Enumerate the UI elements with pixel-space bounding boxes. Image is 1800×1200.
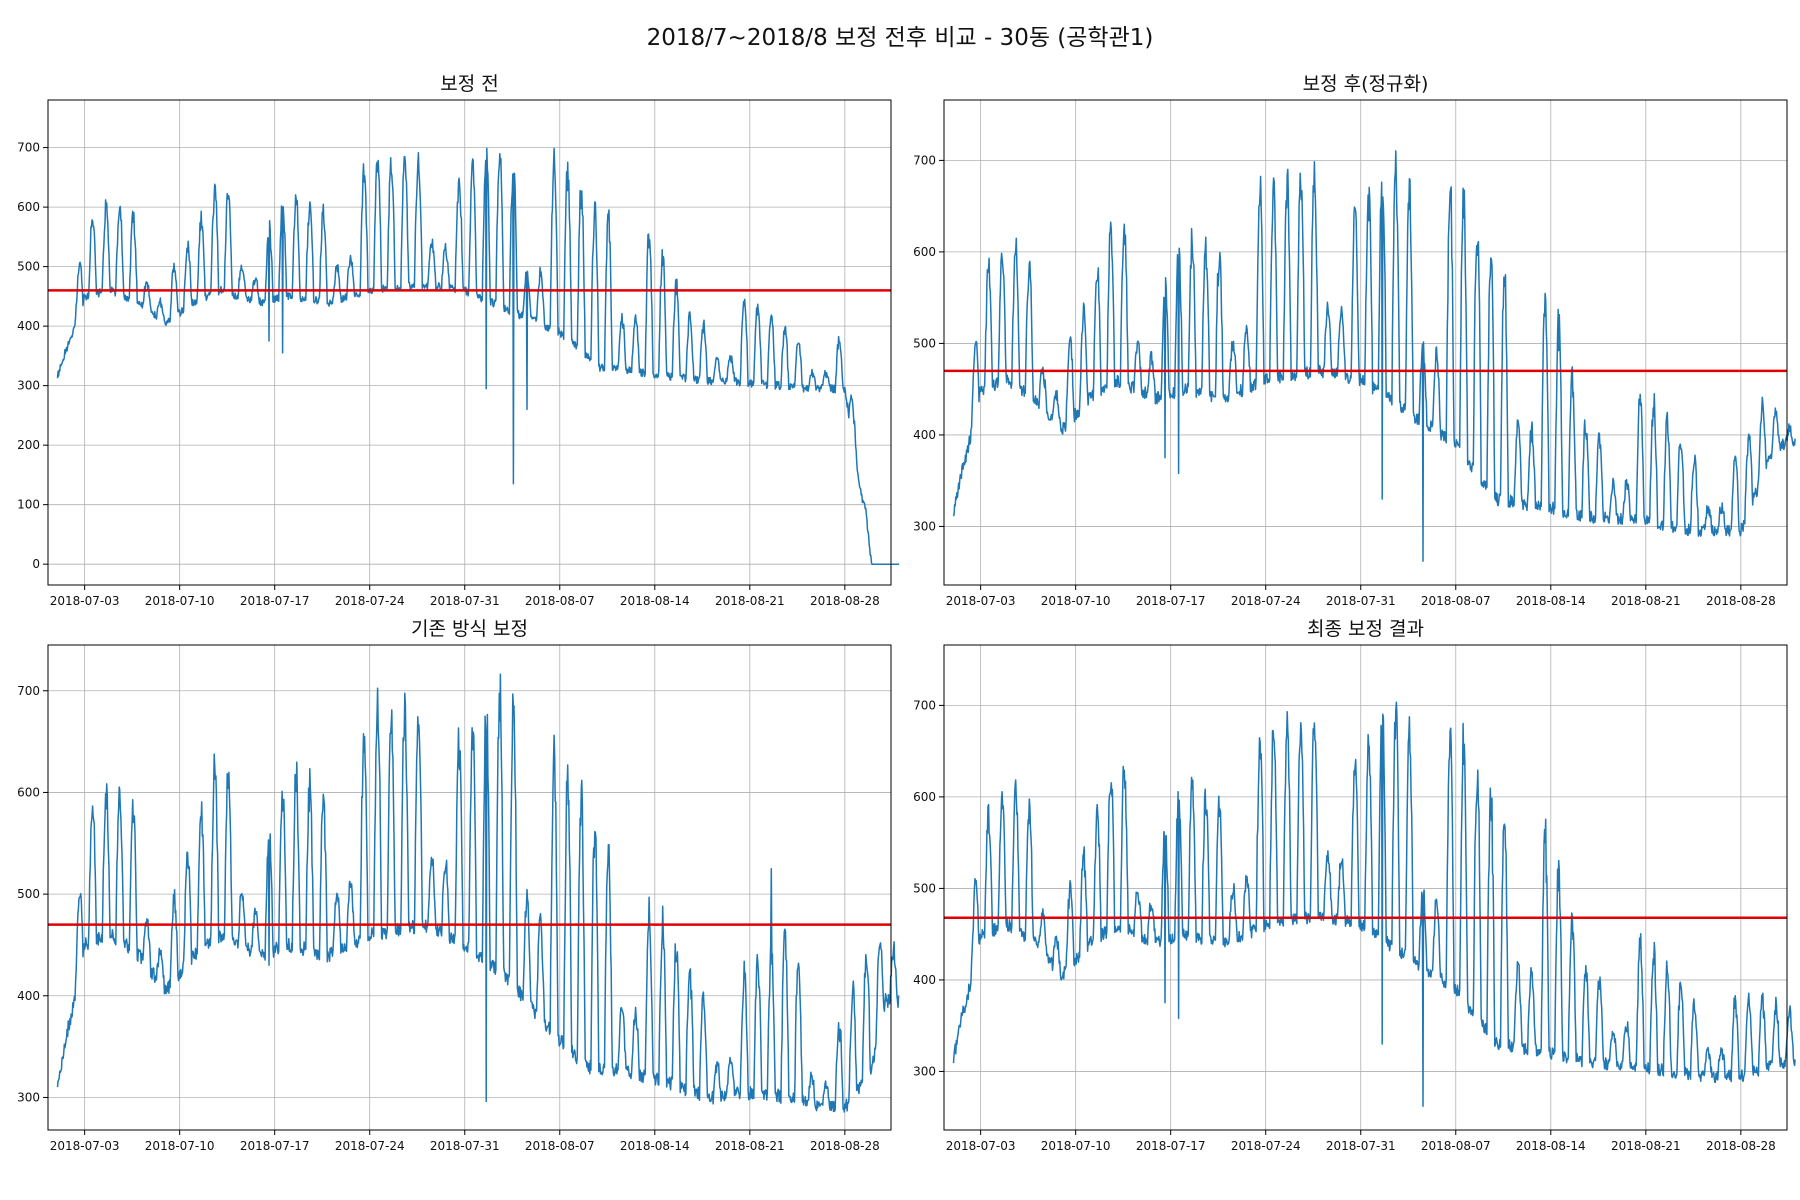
chart-title: 기존 방식 보정 <box>411 618 528 640</box>
chart-panel-3: 기존 방식 보정 300 400 500 600 700 2018-07-03 2018-07… <box>17 618 900 1153</box>
y-tick-label: 500 <box>17 887 40 901</box>
x-tick-label: 2018-07-31 <box>430 594 500 608</box>
chart-panel-2: 보정 후(정규화) 300 400 500 600 700 2018-07-03 2018-0… <box>913 73 1796 608</box>
y-tick-label: 400 <box>17 319 40 333</box>
x-tick-label: 2018-08-07 <box>1421 1139 1491 1153</box>
x-tick-label: 2018-07-24 <box>1231 1139 1301 1153</box>
x-tick-label: 2018-07-17 <box>1136 1139 1206 1153</box>
y-tick-label: 400 <box>913 428 936 442</box>
y-tick-label: 700 <box>913 698 936 712</box>
y-tick-label: 0 <box>32 557 40 571</box>
series-line <box>56 673 900 1113</box>
y-tick-label: 400 <box>913 973 936 987</box>
y-tick-label: 400 <box>17 989 40 1003</box>
x-tick-label: 2018-07-31 <box>430 1139 500 1153</box>
x-tick-label: 2018-08-14 <box>620 594 690 608</box>
x-tick-label: 2018-08-28 <box>1706 1139 1776 1153</box>
x-tick-label: 2018-08-07 <box>1421 594 1491 608</box>
y-tick-label: 300 <box>913 1064 936 1078</box>
x-tick-label: 2018-07-03 <box>50 1139 120 1153</box>
x-tick-label: 2018-07-10 <box>1041 1139 1111 1153</box>
x-tick-label: 2018-08-28 <box>810 1139 880 1153</box>
chart-title: 보정 전 <box>440 73 498 95</box>
series-line <box>952 701 1796 1107</box>
x-tick-label: 2018-07-03 <box>946 594 1016 608</box>
x-tick-label: 2018-08-21 <box>715 1139 785 1153</box>
plot-frame <box>47 644 892 1131</box>
x-tick-label: 2018-08-28 <box>1706 594 1776 608</box>
x-tick-label: 2018-07-31 <box>1326 594 1396 608</box>
x-tick-label: 2018-07-17 <box>240 594 310 608</box>
plot-frame <box>943 99 1788 586</box>
y-tick-label: 700 <box>17 141 40 155</box>
plot-frame <box>943 644 1788 1131</box>
x-tick-label: 2018-07-24 <box>335 594 405 608</box>
y-tick-label: 500 <box>17 260 40 274</box>
x-tick-label: 2018-07-17 <box>240 1139 310 1153</box>
x-tick-label: 2018-07-31 <box>1326 1139 1396 1153</box>
y-tick-label: 500 <box>913 881 936 895</box>
x-tick-label: 2018-07-03 <box>50 594 120 608</box>
y-tick-label: 300 <box>913 519 936 533</box>
chart-panel-1: 보정 전 0 100 200 300 400 500 600 700 2018-07-03 2018… <box>17 73 900 608</box>
x-tick-label: 2018-07-10 <box>1041 594 1111 608</box>
x-tick-label: 2018-08-07 <box>525 1139 595 1153</box>
x-tick-label: 2018-08-21 <box>1611 594 1681 608</box>
chart-title: 최종 보정 결과 <box>1307 618 1424 640</box>
x-tick-label: 2018-08-21 <box>715 594 785 608</box>
y-tick-label: 700 <box>913 153 936 167</box>
series-line <box>952 150 1796 562</box>
x-tick-label: 2018-08-14 <box>1516 594 1586 608</box>
x-tick-label: 2018-07-10 <box>145 1139 215 1153</box>
x-tick-label: 2018-07-17 <box>1136 594 1206 608</box>
y-tick-label: 500 <box>913 336 936 350</box>
x-tick-label: 2018-07-03 <box>946 1139 1016 1153</box>
x-tick-label: 2018-08-07 <box>525 594 595 608</box>
x-tick-label: 2018-08-14 <box>620 1139 690 1153</box>
y-tick-label: 100 <box>17 498 40 512</box>
series-line <box>56 147 900 565</box>
y-tick-label: 300 <box>17 1090 40 1104</box>
figure-title: 2018/7~2018/8 보정 전후 비교 - 30동 (공학관1) <box>646 25 1154 51</box>
x-tick-label: 2018-07-24 <box>335 1139 405 1153</box>
plot-frame <box>47 99 892 586</box>
x-tick-label: 2018-08-14 <box>1516 1139 1586 1153</box>
y-tick-label: 600 <box>913 245 936 259</box>
chart-title: 보정 후(정규화) <box>1303 73 1429 95</box>
y-tick-label: 600 <box>17 785 40 799</box>
y-tick-label: 600 <box>17 200 40 214</box>
x-tick-label: 2018-07-10 <box>145 594 215 608</box>
x-tick-label: 2018-08-28 <box>810 594 880 608</box>
y-tick-label: 300 <box>17 379 40 393</box>
chart-panel-4: 최종 보정 결과 300 400 500 600 700 2018-07-03 2018-07… <box>913 618 1796 1153</box>
x-tick-label: 2018-08-21 <box>1611 1139 1681 1153</box>
y-tick-label: 700 <box>17 684 40 698</box>
x-tick-label: 2018-07-24 <box>1231 594 1301 608</box>
y-tick-label: 600 <box>913 790 936 804</box>
y-tick-label: 200 <box>17 438 40 452</box>
